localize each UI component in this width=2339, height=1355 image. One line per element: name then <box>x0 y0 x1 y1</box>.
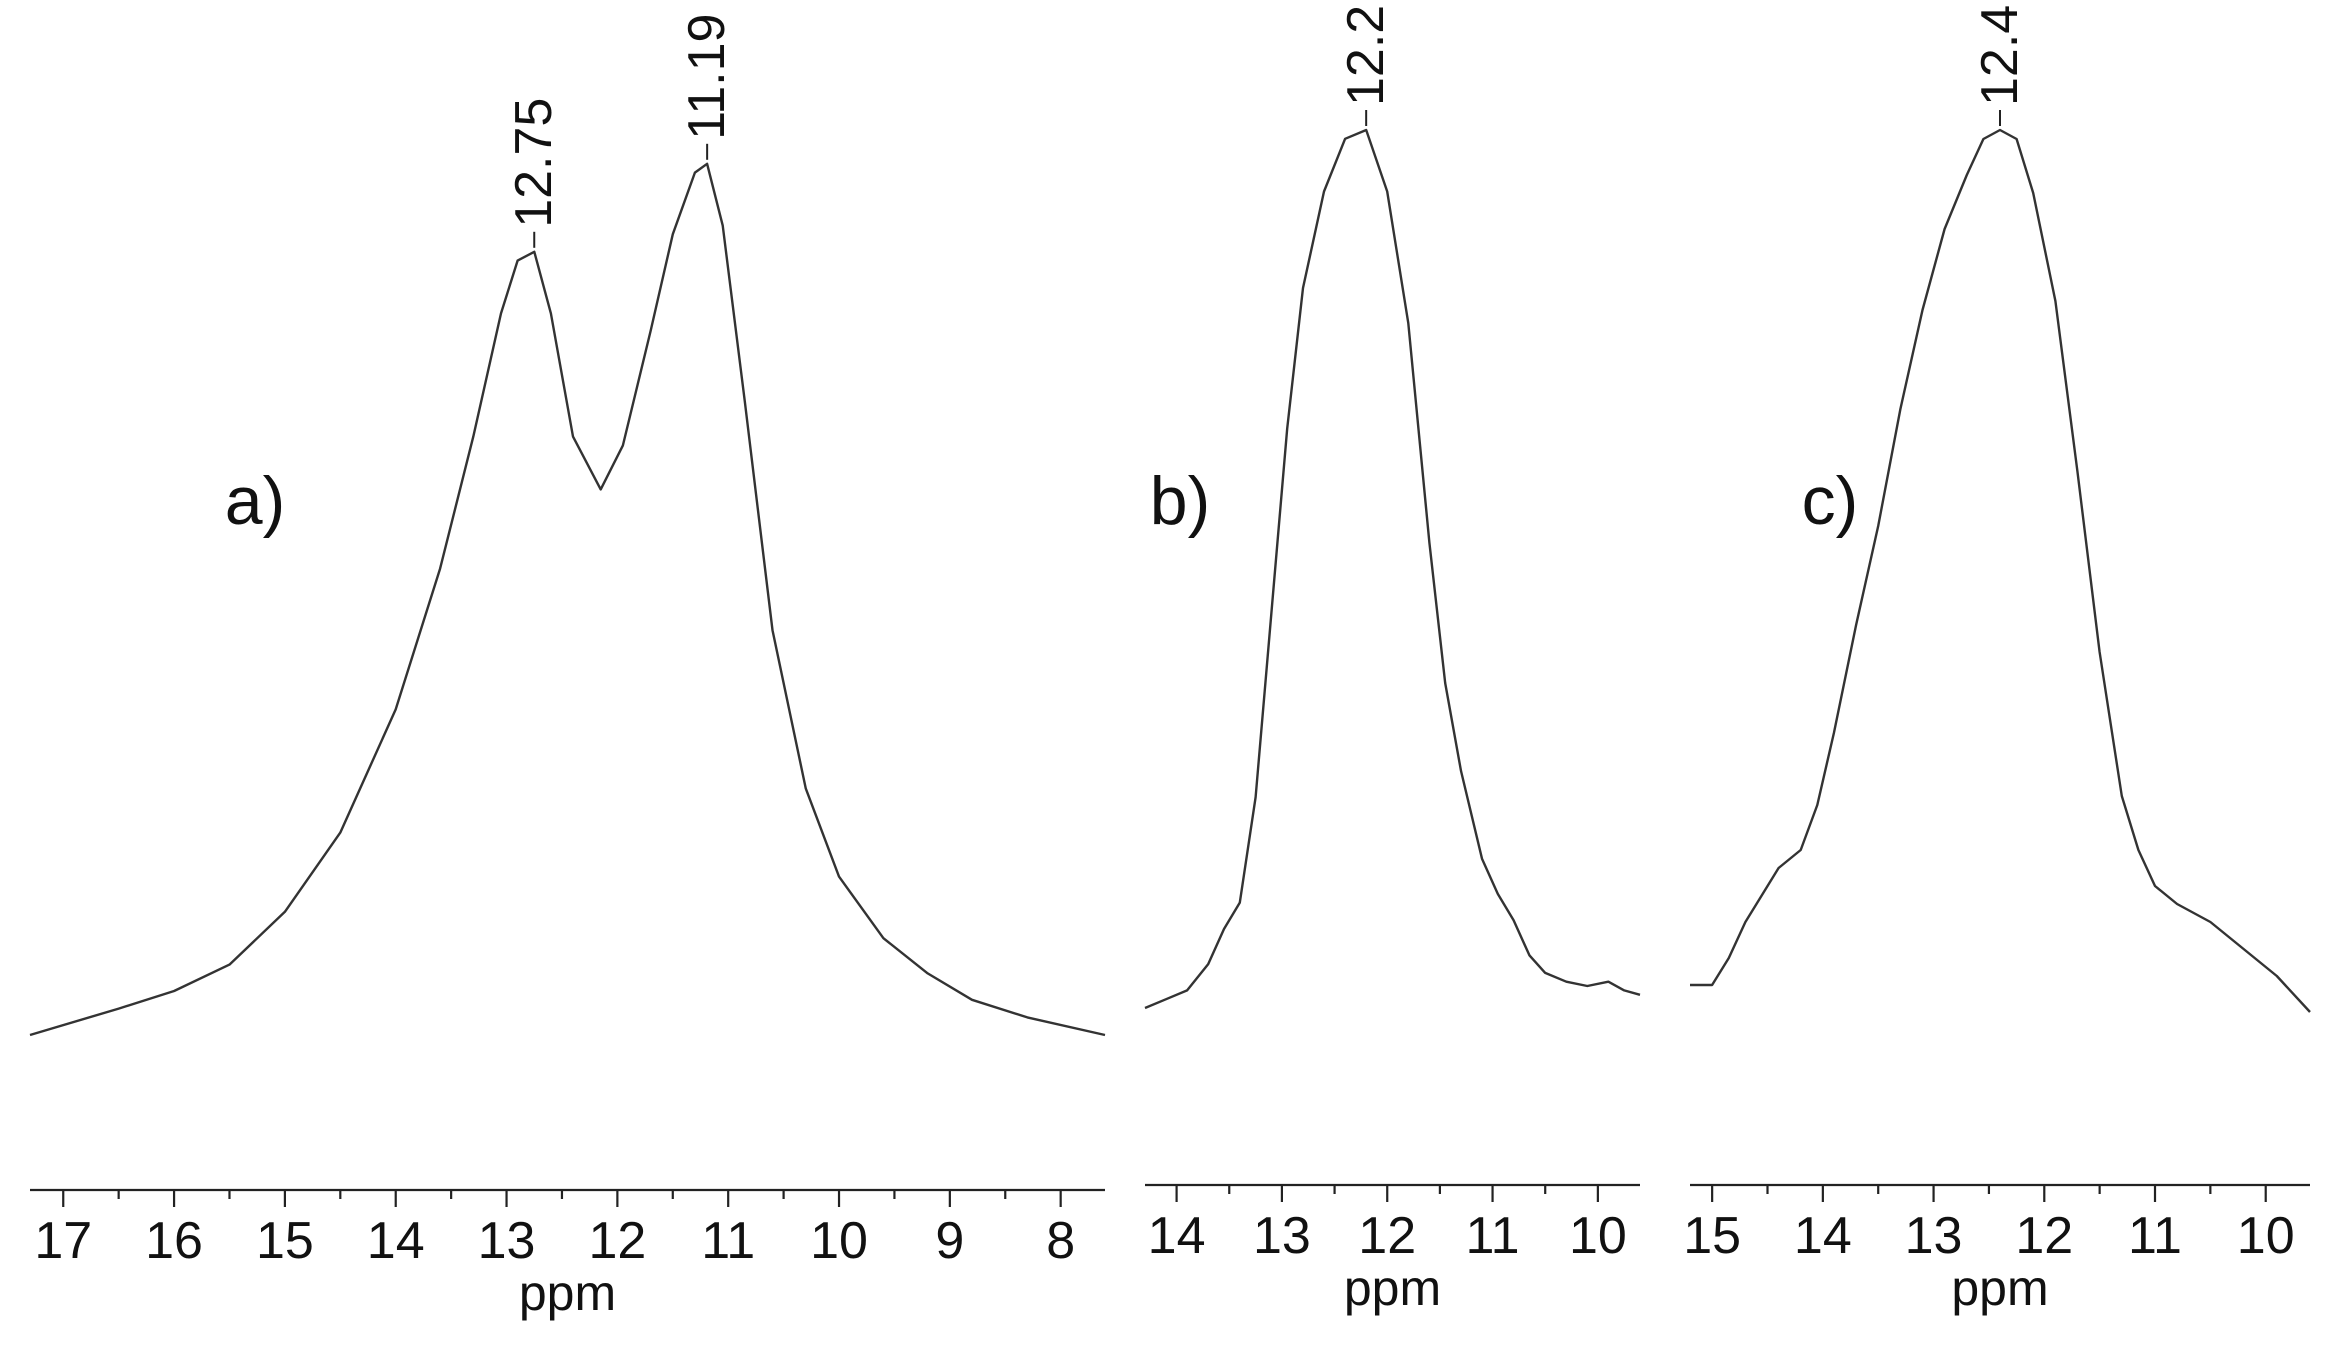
peak-label: 12.2 <box>1337 5 1395 106</box>
x-tick-label: 12 <box>2015 1207 2073 1265</box>
x-tick-label: 10 <box>810 1212 868 1270</box>
x-tick-label: 11 <box>1466 1207 1520 1265</box>
x-tick-label: 16 <box>145 1212 203 1270</box>
x-tick-label: 17 <box>34 1212 92 1270</box>
x-tick-label: 15 <box>1683 1207 1741 1265</box>
spectrum-line <box>1690 128 2311 1013</box>
x-tick-label: 8 <box>1046 1212 1075 1270</box>
x-tick-label: 12 <box>588 1212 646 1270</box>
panel-label: b) <box>1150 463 1210 539</box>
x-tick-label: 13 <box>478 1212 536 1270</box>
x-tick-label: 12 <box>1358 1207 1416 1265</box>
x-tick-label: 15 <box>256 1212 314 1270</box>
x-tick-label: 9 <box>935 1212 964 1270</box>
x-tick-label: 14 <box>1148 1207 1206 1265</box>
x-axis-label: ppm <box>1951 1260 2048 1316</box>
x-axis-label: ppm <box>1344 1260 1441 1316</box>
x-axis-label: ppm <box>519 1265 616 1321</box>
x-tick-label: 10 <box>2237 1207 2295 1265</box>
peak-label: 12.75 <box>505 98 563 228</box>
x-tick-label: 14 <box>1794 1207 1852 1265</box>
x-tick-label: 10 <box>1569 1207 1627 1265</box>
panel-label: a) <box>225 463 285 539</box>
x-tick-label: 13 <box>1905 1207 1963 1265</box>
spectrum-line <box>1144 128 1641 1010</box>
peak-label: 12.4 <box>1971 5 2029 106</box>
x-tick-label: 14 <box>367 1212 425 1270</box>
x-tick-label: 11 <box>2128 1207 2182 1265</box>
panel-c: 15 14 13 12 11 10 ppm c) 12.4 <box>1683 5 2311 1316</box>
panel-label: c) <box>1802 463 1859 539</box>
x-tick-label: 11 <box>701 1212 755 1270</box>
panel-a: 17 16 15 14 13 12 11 10 9 8 ppm a) 12.75 11.19 <box>29 14 1106 1321</box>
panel-b: 14 13 12 11 10 ppm b) 12.2 <box>1144 5 1641 1316</box>
x-tick-label: 13 <box>1253 1207 1311 1265</box>
spectrum-line <box>29 162 1106 1037</box>
peak-label: 11.19 <box>678 14 736 140</box>
